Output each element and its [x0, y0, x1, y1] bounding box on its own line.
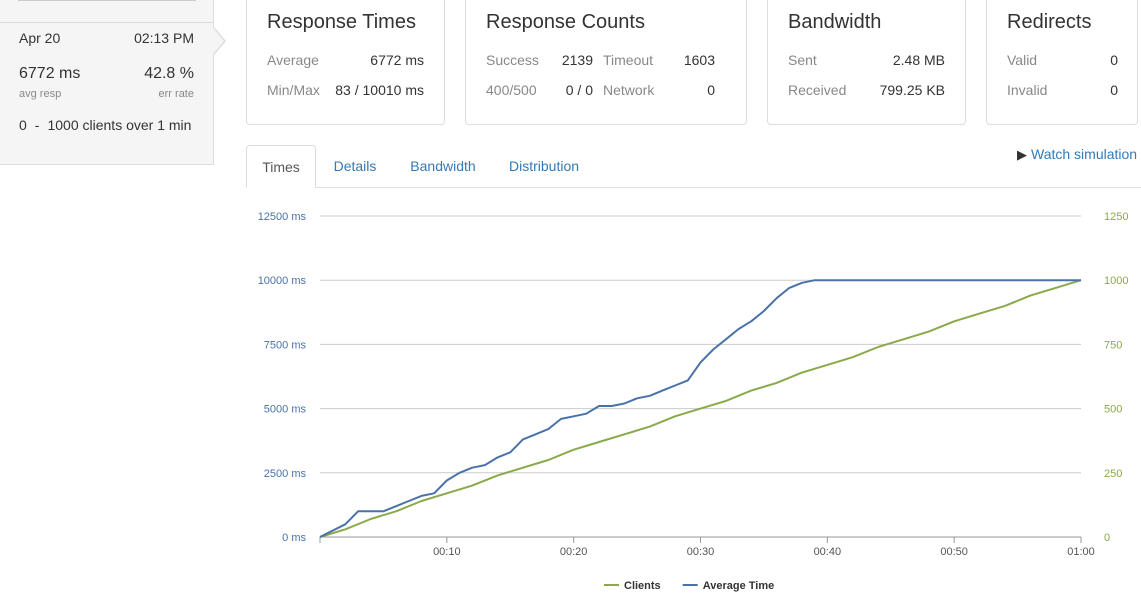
err-rate-value: 42.8 % [144, 65, 194, 82]
avg-resp-value: 6772 ms [19, 65, 81, 82]
tab-distribution[interactable]: Distribution [508, 158, 580, 174]
selected-arrow-fill [213, 28, 224, 54]
sent-value: 2.48 MB [892, 52, 945, 68]
right-axis-tick-label: 1250 [1104, 211, 1128, 223]
watch-simulation-label: Watch simulation [1031, 146, 1138, 162]
bandwidth-card: Bandwidth Sent 2.48 MB Received 799.25 K… [767, 0, 966, 125]
response-counts-card: Response Counts Success 2139 Timeout 160… [465, 0, 747, 125]
left-axis-tick-label: 0 ms [282, 532, 306, 544]
right-axis-tick-label: 750 [1104, 339, 1122, 351]
left-axis-tick-label: 2500 ms [264, 468, 307, 480]
clients-from: 0 [19, 117, 27, 133]
x-axis-ticks: 00:10 00:20 00:30 00:40 00:50 01:00 [319, 537, 1095, 558]
clients-legend-label: Clients [624, 580, 661, 592]
clients-separator: - [34, 117, 40, 133]
play-icon: ▶ [1017, 147, 1027, 162]
test-date: Apr 20 [19, 30, 61, 46]
timeout-label: Timeout [603, 52, 654, 68]
card-title: Response Counts [486, 11, 645, 33]
clients-range: 0-1000 clients over 1 min [19, 115, 199, 135]
tab-times[interactable]: Times [246, 145, 316, 188]
received-value: 799.25 KB [879, 82, 945, 98]
right-axis-tick-label: 1000 [1104, 275, 1128, 287]
received-label: Received [788, 82, 847, 98]
http-errors-value: 0 / 0 [565, 82, 593, 98]
left-axis-tick-label: 5000 ms [264, 404, 307, 416]
card-title: Response Times [267, 11, 416, 33]
watch-simulation-button[interactable]: ▶ Watch simulation [1017, 146, 1137, 163]
chart-legend: Clients Average Time [604, 580, 774, 592]
chart-grid [320, 215, 1081, 538]
clients-series-line [319, 279, 1082, 538]
average-value: 6772 ms [370, 52, 424, 68]
minmax-label: Min/Max [267, 82, 320, 98]
left-axis-ticks: 0 ms 2500 ms 5000 ms 7500 ms 10000 ms 12500 m… [258, 211, 307, 544]
left-axis-tick-label: 12500 ms [258, 211, 307, 223]
http-errors-label: 400/500 [486, 82, 537, 98]
network-label: Network [603, 82, 655, 98]
sent-label: Sent [788, 52, 817, 68]
x-axis-tick-label: 00:40 [814, 546, 842, 558]
right-axis-tick-label: 250 [1104, 468, 1122, 480]
invalid-label: Invalid [1007, 82, 1048, 98]
valid-label: Valid [1007, 52, 1038, 68]
summary-divider [0, 22, 213, 23]
left-axis-tick-label: 10000 ms [258, 275, 307, 287]
x-axis-tick-label: 00:20 [560, 546, 588, 558]
valid-value: 0 [1110, 52, 1118, 68]
minmax-value: 83 / 10010 ms [335, 82, 424, 98]
x-axis-tick-label: 00:10 [433, 546, 461, 558]
redirects-card: Redirects Valid 0 Invalid 0 [986, 0, 1138, 125]
test-summary-panel[interactable]: Apr 20 02:13 PM 6772 ms avg resp 42.8 % … [0, 0, 214, 165]
avg-resp-label: avg resp [19, 88, 62, 100]
average-time-series-line [319, 279, 1081, 538]
timeout-value: 1603 [683, 52, 715, 68]
response-times-card: Response Times Average 6772 ms Min/Max 8… [246, 0, 445, 125]
right-axis-tick-label: 0 [1104, 532, 1110, 544]
chart-lines [319, 279, 1082, 538]
results-tabs: Times Details Bandwidth Distribution [246, 145, 1141, 188]
success-label: Success [486, 52, 539, 68]
card-title: Bandwidth [788, 11, 882, 33]
x-axis-tick-label: 01:00 [1067, 546, 1095, 558]
left-axis-tick-label: 7500 ms [264, 339, 307, 351]
average-time-legend-label: Average Time [703, 580, 775, 592]
tab-details[interactable]: Details [333, 158, 377, 174]
x-axis-tick-label: 00:30 [687, 546, 715, 558]
tab-bandwidth[interactable]: Bandwidth [410, 158, 476, 174]
response-times-chart: 0 ms 2500 ms 5000 ms 7500 ms 10000 ms 12500 m… [258, 211, 1129, 592]
network-value: 0 [707, 82, 715, 98]
success-value: 2139 [561, 52, 593, 68]
x-axis-tick-label: 00:50 [940, 546, 968, 558]
clients-suffix: clients over 1 min [82, 117, 192, 133]
average-label: Average [267, 52, 319, 68]
err-rate-label: err rate [158, 88, 194, 100]
card-title: Redirects [1007, 11, 1092, 33]
clients-to: 1000 [47, 117, 79, 133]
right-axis-tick-label: 500 [1104, 404, 1122, 416]
test-time: 02:13 PM [134, 30, 194, 46]
right-axis-ticks: 0 250 500 750 1000 1250 [1104, 211, 1128, 544]
invalid-value: 0 [1110, 82, 1118, 98]
summary-top-divider [18, 0, 196, 1]
